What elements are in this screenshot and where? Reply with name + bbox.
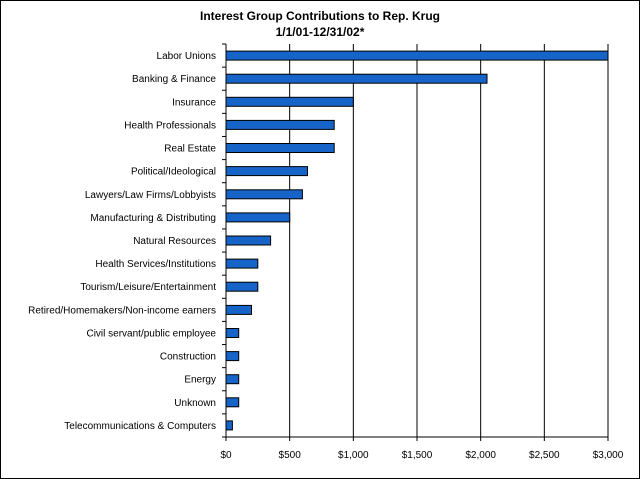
x-tick-label-1: $500 (279, 450, 302, 461)
x-tick-labels: $0 $500 $1,000 $1,500 $2,000 $2,500 $3,000 (220, 450, 623, 461)
category-label-0: Labor Unions (157, 51, 216, 62)
category-label-6: Lawyers/Law Firms/Lobbyists (85, 190, 216, 201)
bar-16 (225, 420, 233, 431)
category-label-10: Tourism/Leisure/Entertainment (80, 282, 216, 293)
gridlines (289, 44, 609, 437)
category-label-4: Real Estate (164, 144, 216, 155)
chart-subtitle: 1/1/01-12/31/02* (276, 25, 365, 39)
x-tick-label-5: $2,500 (529, 450, 560, 461)
category-label-12: Civil servant/public employee (86, 329, 216, 340)
category-label-7: Manufacturing & Distributing (90, 213, 216, 224)
bar-5 (225, 166, 308, 177)
category-label-5: Political/Ideological (131, 167, 216, 178)
category-label-11: Retired/Homemakers/Non-income earners (28, 305, 216, 316)
bar-2 (225, 96, 354, 107)
category-label-8: Natural Resources (133, 236, 216, 247)
bar-1 (225, 73, 488, 84)
bar-15 (225, 397, 240, 408)
bar-11 (225, 304, 252, 315)
x-tick-label-3: $1,500 (402, 450, 433, 461)
bar-13 (225, 351, 240, 362)
bar-0 (225, 50, 609, 61)
category-label-1: Banking & Finance (132, 74, 216, 85)
bar-3 (225, 119, 335, 130)
bar-9 (225, 258, 259, 269)
bar-14 (225, 374, 240, 385)
bar-8 (225, 235, 272, 246)
category-label-16: Telecommunications & Computers (64, 421, 216, 432)
bar-10 (225, 281, 259, 292)
bar-6 (225, 189, 303, 200)
category-label-3: Health Professionals (124, 120, 216, 131)
category-labels: Labor Unions Banking & Finance Insurance He… (28, 51, 216, 432)
category-label-13: Construction (160, 352, 216, 363)
x-tick-label-0: $0 (220, 450, 232, 461)
category-label-15: Unknown (174, 398, 216, 409)
x-tick-label-6: $3,000 (593, 450, 624, 461)
category-label-9: Health Services/Institutions (95, 259, 216, 270)
axes (222, 43, 609, 441)
x-tick-label-2: $1,000 (338, 450, 369, 461)
bar-12 (225, 328, 240, 338)
category-label-14: Energy (184, 375, 216, 386)
bar-4 (225, 143, 335, 153)
category-label-2: Insurance (172, 97, 216, 108)
x-tick-label-4: $2,000 (465, 450, 496, 461)
bar-7 (225, 212, 291, 223)
chart-title: Interest Group Contributions to Rep. Kru… (200, 9, 440, 23)
